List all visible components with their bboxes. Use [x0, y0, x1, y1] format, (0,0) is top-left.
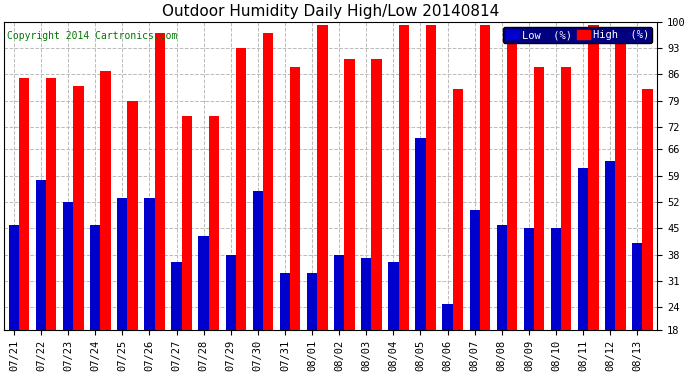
Bar [209, 116, 219, 330]
Bar [415, 138, 426, 330]
Bar [344, 59, 355, 330]
Bar [317, 26, 328, 330]
Bar [144, 198, 155, 330]
Title: Outdoor Humidity Daily High/Low 20140814: Outdoor Humidity Daily High/Low 20140814 [162, 4, 500, 19]
Bar [63, 202, 73, 330]
Bar [442, 303, 453, 330]
Bar [480, 26, 490, 330]
Text: Copyright 2014 Cartronics.com: Copyright 2014 Cartronics.com [8, 31, 178, 41]
Bar [280, 273, 290, 330]
Bar [578, 168, 589, 330]
Bar [371, 59, 382, 330]
Bar [632, 243, 642, 330]
Bar [128, 100, 138, 330]
Bar [226, 255, 236, 330]
Bar [551, 228, 561, 330]
Bar [605, 161, 615, 330]
Bar [155, 33, 165, 330]
Bar [181, 116, 192, 330]
Bar [507, 44, 518, 330]
Bar [307, 273, 317, 330]
Bar [117, 198, 128, 330]
Bar [615, 29, 626, 330]
Bar [388, 262, 399, 330]
Bar [36, 180, 46, 330]
Bar [426, 26, 436, 330]
Bar [19, 78, 30, 330]
Bar [524, 228, 534, 330]
Bar [46, 78, 57, 330]
Bar [334, 255, 344, 330]
Bar [561, 67, 571, 330]
Bar [453, 89, 463, 330]
Bar [253, 191, 263, 330]
Bar [73, 86, 83, 330]
Bar [290, 67, 300, 330]
Bar [100, 70, 110, 330]
Bar [171, 262, 181, 330]
Bar [469, 210, 480, 330]
Bar [263, 33, 273, 330]
Bar [497, 225, 507, 330]
Bar [361, 258, 371, 330]
Bar [399, 26, 408, 330]
Bar [199, 236, 209, 330]
Bar [589, 26, 598, 330]
Bar [236, 48, 246, 330]
Bar [642, 89, 653, 330]
Bar [90, 225, 100, 330]
Legend: Low  (%), High  (%): Low (%), High (%) [503, 27, 652, 43]
Bar [9, 225, 19, 330]
Bar [534, 67, 544, 330]
